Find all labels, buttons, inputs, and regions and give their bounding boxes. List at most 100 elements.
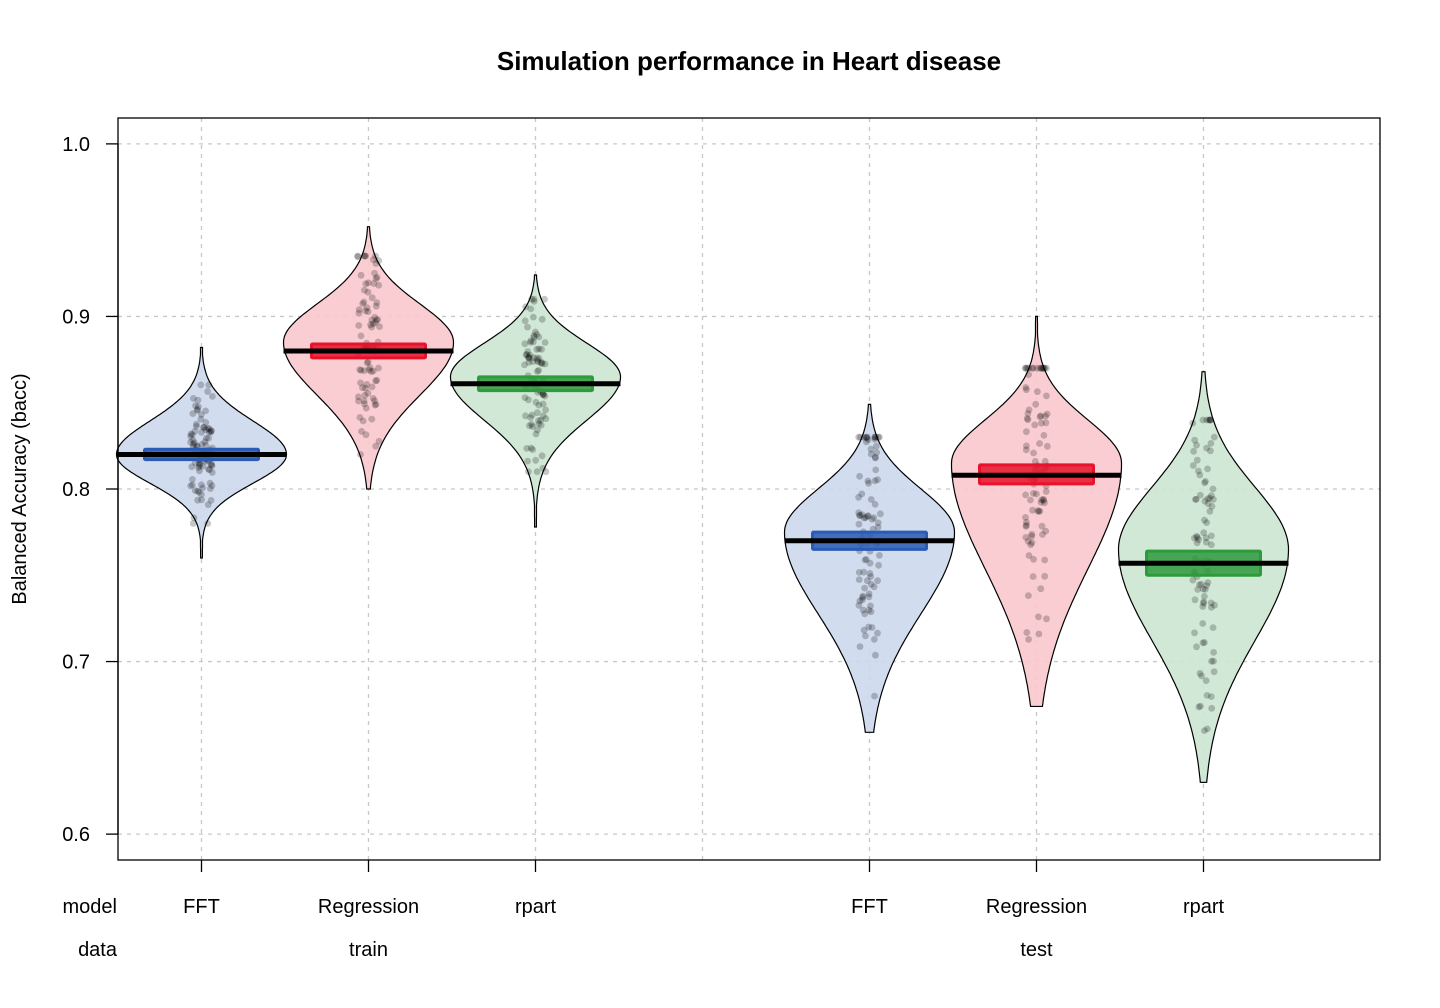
data-point — [208, 427, 215, 435]
data-point — [361, 252, 368, 260]
data-point — [1195, 703, 1203, 711]
data-point — [194, 405, 201, 413]
data-point — [1203, 444, 1210, 452]
data-point — [205, 428, 213, 436]
data-point — [866, 570, 874, 577]
data-point — [1193, 643, 1200, 651]
data-point — [1025, 406, 1033, 414]
data-point — [208, 482, 216, 489]
data-point — [537, 359, 545, 367]
data-point — [1023, 415, 1031, 422]
data-point — [198, 481, 205, 489]
data-point — [1043, 410, 1051, 418]
data-point — [530, 295, 538, 303]
data-point — [355, 322, 363, 329]
data-point — [855, 493, 862, 501]
data-point — [1036, 364, 1044, 372]
data-point — [372, 401, 380, 408]
data-point — [361, 391, 369, 399]
data-point — [526, 351, 534, 359]
data-point — [189, 520, 197, 527]
data-point — [362, 307, 369, 315]
data-point — [534, 357, 541, 364]
data-point — [868, 515, 876, 523]
data-point — [194, 396, 202, 404]
data-point — [194, 487, 202, 495]
data-point — [1042, 412, 1049, 420]
x-tick-label-data: train — [349, 939, 388, 961]
data-point — [1036, 413, 1044, 421]
data-point — [369, 395, 377, 402]
data-point — [208, 460, 215, 468]
data-point — [535, 367, 543, 374]
data-point — [369, 320, 377, 328]
data-point — [1199, 620, 1207, 627]
data-point — [1201, 479, 1208, 487]
data-point — [194, 403, 202, 410]
data-point — [187, 433, 195, 440]
data-point — [1025, 636, 1032, 643]
data-point — [1207, 541, 1215, 549]
data-point — [364, 288, 372, 296]
data-point — [200, 424, 207, 431]
data-point — [189, 481, 196, 489]
data-point — [1200, 599, 1207, 607]
data-point — [194, 496, 202, 504]
data-point — [1022, 446, 1030, 454]
data-point — [1203, 416, 1211, 424]
data-point — [359, 300, 367, 307]
data-point — [1195, 536, 1202, 544]
y-tick-label: 1.0 — [62, 134, 90, 156]
data-point — [527, 339, 534, 346]
data-point — [372, 302, 380, 310]
data-point — [355, 306, 363, 313]
data-point — [363, 381, 371, 388]
data-point — [537, 421, 545, 429]
data-point — [371, 401, 379, 409]
data-point — [1040, 364, 1048, 372]
data-point — [872, 442, 880, 450]
data-point — [866, 559, 874, 567]
data-point — [862, 556, 870, 563]
data-point — [1028, 539, 1036, 547]
data-point — [525, 468, 532, 476]
data-point — [1194, 534, 1201, 541]
data-point — [1042, 527, 1050, 535]
data-point — [1035, 630, 1043, 638]
data-point — [1195, 467, 1202, 475]
x-tick-label-model: rpart — [1183, 896, 1225, 918]
x-tick-label-model: FFT — [851, 896, 888, 918]
data-point — [867, 608, 875, 616]
data-point — [529, 358, 537, 365]
data-point — [1207, 440, 1215, 447]
data-point — [1194, 586, 1202, 593]
data-point — [523, 445, 531, 452]
data-point — [861, 584, 868, 592]
data-point — [867, 580, 875, 588]
data-point — [187, 482, 195, 490]
data-point — [538, 360, 546, 368]
data-point — [529, 313, 537, 321]
data-point — [1023, 521, 1030, 529]
data-point — [1040, 495, 1047, 503]
data-point — [1041, 556, 1049, 564]
data-point — [865, 590, 873, 598]
data-point — [1022, 364, 1029, 372]
data-point — [865, 623, 872, 631]
data-point — [187, 430, 195, 438]
data-point — [1039, 364, 1046, 372]
data-point — [860, 514, 868, 522]
data-point — [1030, 490, 1037, 497]
data-point — [1202, 677, 1210, 685]
data-point — [195, 462, 203, 470]
data-point — [524, 457, 531, 465]
data-point — [201, 438, 209, 446]
data-point — [527, 305, 535, 313]
data-point — [542, 406, 549, 414]
data-point — [193, 422, 200, 430]
data-point — [357, 379, 364, 387]
data-point — [539, 391, 547, 398]
data-point — [1027, 496, 1034, 504]
data-point — [364, 358, 372, 366]
data-point — [1199, 603, 1207, 610]
